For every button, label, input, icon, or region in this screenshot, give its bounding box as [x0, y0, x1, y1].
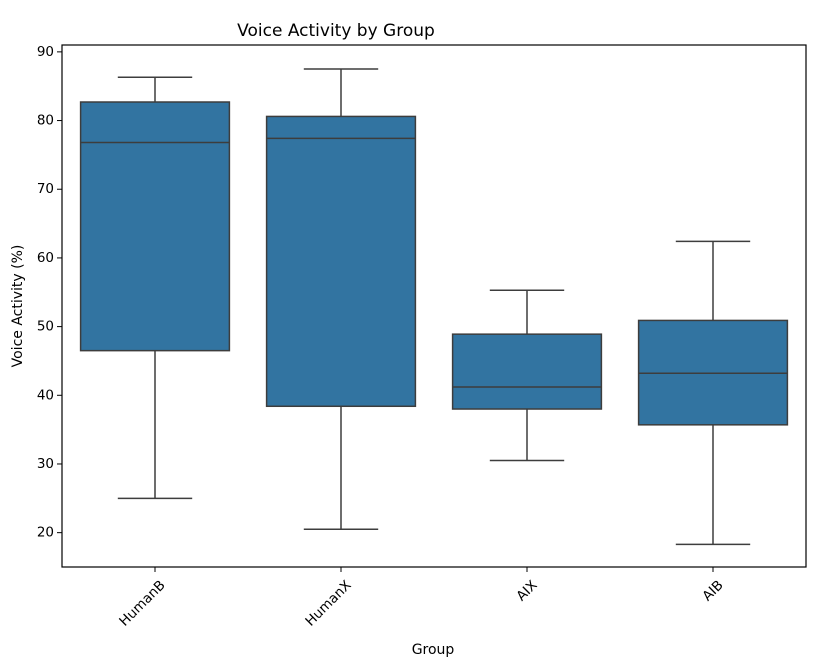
plot-frame: [61, 44, 807, 568]
boxes-group: [79, 68, 789, 546]
y-axis-label: Voice Activity (%): [10, 245, 26, 368]
y-tick-label-60: 60: [37, 250, 54, 266]
box-aib: [637, 240, 789, 546]
x-tick-label-aib: AIB: [699, 577, 726, 604]
y-tick-label-40: 40: [37, 387, 54, 403]
box-body-aix: [451, 333, 603, 410]
y-tick-label-80: 80: [37, 113, 54, 129]
y-tick-label-90: 90: [37, 44, 54, 60]
x-tick-label-humanx: HumanX: [302, 577, 354, 629]
box-humanx: [265, 68, 417, 530]
box-body-humanb: [79, 101, 231, 352]
x-tick-label-aix: AIX: [513, 577, 540, 604]
x-axis-label: Group: [412, 642, 455, 658]
y-tick-label-30: 30: [37, 456, 54, 472]
y-tick-label-70: 70: [37, 181, 54, 197]
chart-title: Voice Activity by Group: [237, 21, 435, 41]
box-body-humanx: [265, 115, 417, 408]
box-aix: [451, 289, 603, 462]
y-tick-label-50: 50: [37, 319, 54, 335]
box-humanb: [79, 76, 231, 500]
x-tick-label-humanb: HumanB: [116, 577, 168, 629]
y-tick-label-20: 20: [37, 525, 54, 541]
